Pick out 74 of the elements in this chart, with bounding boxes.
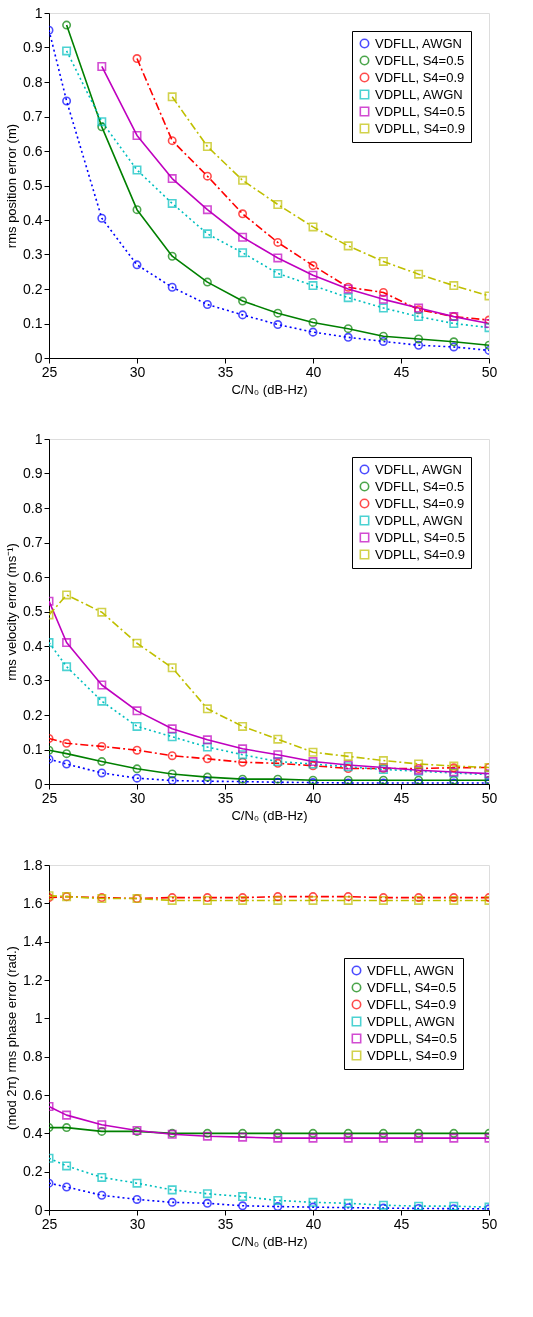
- y-tick-label: 0.6: [23, 568, 43, 585]
- legend-label: VDFLL, S4=0.9: [367, 996, 457, 1012]
- legend-label: VDFLL, S4=0.9: [375, 69, 465, 85]
- y-tick-label: 0: [34, 1201, 43, 1218]
- legend-label: VDFLL, AWGN: [367, 962, 454, 978]
- x-tick-label: 45: [393, 1215, 410, 1232]
- legend-label: VDFLL, S4=0.5: [375, 52, 465, 68]
- legend-label: VDPLL, S4=0.9: [375, 120, 465, 136]
- x-tick-label: 25: [41, 789, 58, 806]
- y-axis-title: (mod 2π) rms phase error (rad.): [4, 946, 20, 1130]
- legend-label: VDPLL, AWGN: [367, 1013, 455, 1029]
- x-tick-label: 25: [41, 1215, 58, 1232]
- y-tick-label: 0.8: [23, 1048, 43, 1065]
- legend-label: VDFLL, S4=0.9: [375, 495, 465, 511]
- y-axis-title: rms velocity error (ms⁻¹): [4, 543, 20, 681]
- y-tick-label: 0.7: [23, 108, 43, 124]
- y-tick-label: 1: [34, 430, 43, 447]
- y-tick-label: 0.7: [23, 534, 43, 550]
- x-tick-label: 45: [393, 363, 410, 380]
- x-tick-label: 40: [305, 363, 322, 380]
- x-tick-label: 40: [305, 1215, 322, 1232]
- x-axis-title: C/N₀ (dB-Hz): [231, 381, 308, 397]
- x-tick-label: 40: [305, 789, 322, 806]
- y-tick-label: 0.4: [23, 637, 43, 654]
- y-tick-label: 0.1: [23, 315, 43, 331]
- y-tick-label: 0.6: [23, 142, 43, 159]
- legend-label: VDPLL, S4=0.9: [367, 1047, 457, 1063]
- y-tick-label: 1: [34, 4, 43, 21]
- x-tick-label: 50: [481, 789, 498, 806]
- y-tick-label: 0.1: [23, 741, 43, 757]
- legend-label: VDPLL, S4=0.9: [375, 546, 465, 562]
- x-tick-label: 35: [217, 1215, 234, 1232]
- x-tick-label: 50: [481, 363, 498, 380]
- y-tick-label: 0.3: [23, 672, 43, 688]
- y-tick-label: 1.2: [23, 971, 43, 988]
- legend-label: VDFLL, AWGN: [375, 35, 462, 51]
- y-tick-label: 0.9: [23, 465, 43, 481]
- x-axis-title: C/N₀ (dB-Hz): [231, 807, 308, 823]
- legend-label: VDPLL, S4=0.5: [375, 529, 465, 545]
- x-tick-label: 35: [217, 789, 234, 806]
- legend-label: VDFLL, AWGN: [375, 461, 462, 477]
- y-tick-label: 1.8: [23, 856, 43, 873]
- legend-label: VDPLL, S4=0.5: [367, 1030, 457, 1046]
- x-tick-label: 30: [129, 1215, 146, 1232]
- y-tick-label: 0.4: [23, 211, 43, 228]
- y-tick-label: 1: [34, 1009, 43, 1026]
- y-tick-label: 1.6: [23, 894, 43, 911]
- y-tick-label: 0.2: [23, 280, 43, 297]
- legend-label: VDFLL, S4=0.5: [375, 478, 465, 494]
- x-axis-title: C/N₀ (dB-Hz): [231, 1233, 308, 1249]
- legend-label: VDPLL, AWGN: [375, 86, 463, 102]
- legend-label: VDPLL, AWGN: [375, 512, 463, 528]
- y-tick-label: 1.4: [23, 933, 43, 950]
- x-tick-label: 45: [393, 789, 410, 806]
- x-tick-label: 25: [41, 363, 58, 380]
- y-tick-label: 0.6: [23, 1086, 43, 1103]
- y-tick-label: 0: [34, 349, 43, 366]
- y-tick-label: 0: [34, 775, 43, 792]
- x-tick-label: 50: [481, 1215, 498, 1232]
- legend-label: VDPLL, S4=0.5: [375, 103, 465, 119]
- y-tick-label: 0.2: [23, 706, 43, 723]
- y-tick-label: 0.4: [23, 1124, 43, 1141]
- y-tick-label: 0.8: [23, 73, 43, 90]
- y-tick-label: 0.5: [23, 177, 43, 193]
- y-tick-label: 0.8: [23, 499, 43, 516]
- legend-label: VDFLL, S4=0.5: [367, 979, 457, 995]
- y-tick-label: 0.2: [23, 1163, 43, 1180]
- x-tick-label: 30: [129, 363, 146, 380]
- y-axis-title: rms position error (m): [4, 123, 20, 249]
- y-tick-label: 0.9: [23, 39, 43, 55]
- y-tick-label: 0.3: [23, 246, 43, 262]
- y-tick-label: 0.5: [23, 603, 43, 619]
- x-tick-label: 30: [129, 789, 146, 806]
- x-tick-label: 35: [217, 363, 234, 380]
